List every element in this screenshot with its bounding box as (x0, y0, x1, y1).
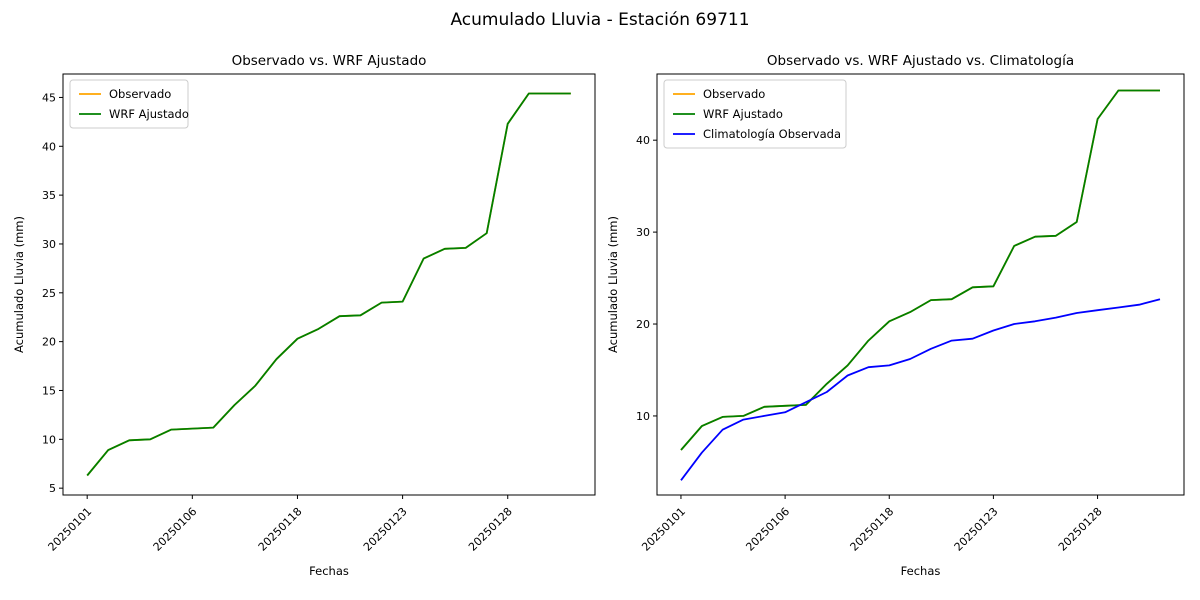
x-axis-label: Fechas (309, 564, 349, 578)
observado-legend-label: Observado (703, 87, 765, 101)
climatolog-a-observada-line (680, 298, 1161, 481)
wrf-ajustado-legend-label: WRF Ajustado (703, 107, 783, 121)
y-tick-label: 35 (42, 189, 56, 202)
legend-box (663, 79, 847, 149)
y-tick-label: 15 (42, 384, 56, 397)
subplot-right: Observado vs. WRF Ajustado vs. Climatolo… (606, 53, 1185, 578)
wrf-ajustado-line (680, 89, 1160, 451)
x-tick-label: 20250128 (1056, 505, 1105, 554)
y-tick-label: 10 (42, 433, 56, 446)
y-tick-label: 30 (42, 238, 56, 251)
y-tick-label: 40 (636, 134, 650, 147)
legend: Observado WRF Ajustado Climatología Observ… (663, 79, 847, 149)
climatolog-a-observada-legend-label: Climatología Observada (703, 127, 841, 141)
y-tick-label: 30 (636, 226, 650, 239)
x-tick-label: 20250106 (151, 505, 200, 554)
x-tick-label: 20250101 (639, 505, 688, 554)
x-tick-label: 20250101 (46, 505, 95, 554)
x-tick-label: 20250128 (466, 505, 515, 554)
subplot-left: Observado vs. WRF Ajustado 5 10 15 20 25 30 35 4… (12, 53, 596, 578)
y-axis-label: Acumulado Lluvia (mm) (12, 216, 26, 353)
y-tick-label: 10 (636, 410, 650, 423)
axes-frame (656, 73, 1185, 496)
y-tick-label: 40 (42, 140, 56, 153)
y-tick-label: 5 (49, 482, 56, 495)
x-tick-label: 20250118 (848, 505, 897, 554)
subplot-title: Observado vs. WRF Ajustado vs. Climatolo… (767, 53, 1074, 69)
x-axis-label: Fechas (901, 564, 941, 578)
subplot-title: Observado vs. WRF Ajustado (232, 53, 427, 69)
wrf-ajustado-legend-label: WRF Ajustado (109, 107, 189, 121)
x-tick-label: 20250106 (743, 505, 792, 554)
y-tick-label: 45 (42, 91, 56, 104)
y-tick-label: 25 (42, 287, 56, 300)
observado-line (86, 92, 571, 477)
figure-title: Acumulado Lluvia - Estación 69711 (450, 10, 750, 30)
observado-legend-label: Observado (109, 87, 171, 101)
y-tick-label: 20 (42, 336, 56, 349)
x-tick-label: 20250118 (256, 505, 305, 554)
x-tick-label: 20250123 (361, 505, 410, 554)
legend-box (69, 79, 189, 129)
wrf-ajustado-line (86, 92, 571, 477)
y-tick-label: 20 (636, 318, 650, 331)
legend: Observado WRF Ajustado (69, 79, 189, 129)
axes-frame (62, 73, 596, 496)
x-tick-label: 20250123 (952, 505, 1001, 554)
y-axis-label: Acumulado Lluvia (mm) (606, 216, 620, 353)
